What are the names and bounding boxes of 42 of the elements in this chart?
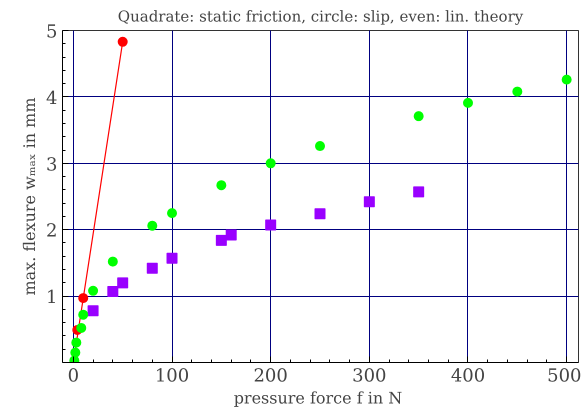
point (108, 256, 118, 267)
y-tick-label: 4 (46, 88, 58, 109)
x-tick-label: 400 (450, 366, 486, 386)
point (266, 158, 276, 168)
point (146, 262, 158, 274)
point (71, 338, 82, 348)
y-tick-label: 2 (46, 220, 58, 242)
point (70, 348, 80, 358)
point (118, 36, 128, 47)
point (76, 322, 86, 333)
x-tick-label: 200 (254, 366, 288, 386)
point (463, 98, 473, 108)
point (78, 310, 88, 320)
y-tick-label: 1 (46, 287, 58, 308)
point (364, 196, 375, 208)
point (167, 208, 178, 218)
x-tick-label: 500 (547, 366, 581, 386)
point (216, 234, 227, 246)
x-tick-label: 300 (352, 366, 387, 386)
point (413, 186, 424, 198)
point (88, 286, 98, 296)
point (512, 86, 522, 97)
y-tick-label: 3 (46, 154, 58, 176)
x-tick-label: 100 (154, 366, 190, 386)
x-axis-title: pressure force f in N (234, 388, 402, 408)
y-axis-title: max. flexure wₘₐₓ in mm (20, 98, 40, 296)
point (88, 305, 99, 316)
point (265, 220, 276, 231)
y-tick-label: 5 (46, 22, 58, 42)
point (562, 74, 572, 85)
point (166, 252, 178, 264)
x-tick-label: 0 (68, 366, 80, 386)
chart-title: Quadrate: static friction, circle: slip, even: lin. theory (118, 8, 524, 26)
point (107, 286, 118, 297)
point (147, 220, 158, 231)
point (414, 111, 424, 122)
point (314, 208, 326, 220)
point (226, 230, 237, 241)
point (216, 180, 226, 190)
point (78, 293, 88, 304)
point (117, 277, 128, 288)
point (315, 141, 326, 152)
